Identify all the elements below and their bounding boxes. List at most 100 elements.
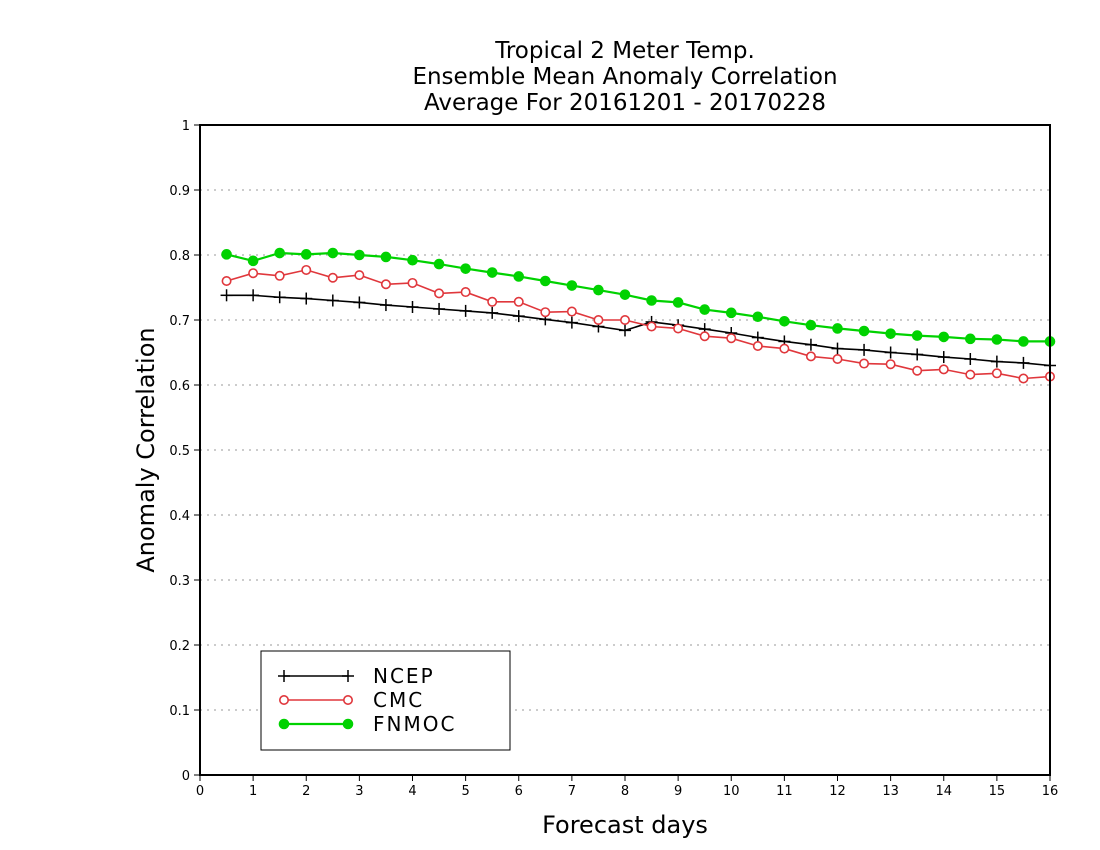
- data-point-fnmoc: [566, 280, 578, 291]
- y-tick-label: 0: [182, 769, 190, 784]
- data-point-cmc: [540, 307, 551, 318]
- data-point-cmc: [805, 351, 816, 362]
- legend-label-ncep: NCEP: [373, 664, 435, 688]
- data-point-cmc: [885, 359, 896, 370]
- data-point-fnmoc: [991, 334, 1003, 345]
- y-tick-label: 0.3: [169, 574, 190, 589]
- legend-marker: [278, 718, 290, 730]
- y-tick-label: 0.9: [169, 184, 190, 199]
- data-point-fnmoc: [646, 295, 657, 306]
- x-tick-label: 15: [989, 784, 1006, 799]
- data-point-cmc: [832, 353, 843, 364]
- chart-title-line-1: Tropical 2 Meter Temp.: [494, 38, 755, 64]
- y-tick-label: 1: [182, 119, 190, 134]
- data-point-fnmoc: [885, 328, 896, 339]
- chart-title-line-3: Average For 20161201 - 20170228: [424, 90, 826, 116]
- data-point-fnmoc: [407, 254, 418, 266]
- x-tick-label: 11: [776, 784, 793, 799]
- data-point-cmc: [752, 340, 763, 351]
- x-tick-label: 4: [408, 784, 416, 799]
- x-tick-label: 3: [355, 784, 363, 799]
- series-ncep: [220, 289, 1056, 372]
- data-point-fnmoc: [858, 325, 870, 337]
- data-point-cmc: [619, 314, 630, 325]
- data-point-cmc: [965, 369, 976, 380]
- y-tick-label: 0.2: [169, 639, 190, 654]
- data-point-fnmoc: [513, 271, 525, 282]
- x-tick-label: 13: [882, 784, 899, 799]
- data-point-cmc: [912, 365, 923, 376]
- data-point-cmc: [487, 296, 498, 307]
- data-point-fnmoc: [247, 255, 259, 267]
- y-tick-label: 0.5: [169, 444, 190, 459]
- series-line-ncep: [226, 294, 1051, 367]
- data-point-cmc: [726, 333, 737, 344]
- data-point-fnmoc: [327, 247, 339, 259]
- y-axis-ticks: 0 0.1 0.2 0.3 0.4 0.5 0.6 0.7 0.8 0.9 1: [169, 119, 200, 784]
- data-point-cmc: [460, 287, 471, 298]
- x-tick-label: 16: [1042, 784, 1059, 799]
- legend-entry-fnmoc: FNMOC: [278, 712, 456, 736]
- data-point-cmc: [221, 275, 232, 286]
- data-point-fnmoc: [832, 323, 843, 334]
- data-point-cmc: [327, 272, 338, 283]
- data-series: [220, 247, 1056, 384]
- x-tick-label: 5: [461, 784, 469, 799]
- data-point-cmc: [673, 323, 684, 334]
- x-tick-label: 0: [196, 784, 204, 799]
- data-point-fnmoc: [725, 307, 737, 319]
- data-point-fnmoc: [300, 249, 312, 260]
- data-point-cmc: [991, 368, 1002, 379]
- legend-marker: [342, 694, 353, 705]
- series-fnmoc: [221, 247, 1056, 347]
- data-point-fnmoc: [1018, 336, 1029, 347]
- data-point-cmc: [1018, 373, 1029, 384]
- data-point-cmc: [566, 306, 577, 317]
- series-cmc: [221, 264, 1056, 384]
- data-point-cmc: [938, 364, 949, 375]
- plot-frame: [199, 124, 1051, 776]
- data-point-fnmoc: [752, 311, 764, 323]
- data-point-fnmoc: [672, 297, 684, 308]
- data-point-fnmoc: [911, 330, 923, 341]
- y-axis-label: Anomaly Correlation: [132, 327, 160, 572]
- data-point-fnmoc: [221, 249, 232, 260]
- data-point-cmc: [434, 288, 445, 299]
- x-tick-label: 2: [302, 784, 310, 799]
- y-tick-label: 0.8: [169, 249, 190, 264]
- data-point-fnmoc: [354, 249, 365, 261]
- data-point-fnmoc: [593, 284, 604, 296]
- y-tick-label: 0.4: [169, 509, 190, 524]
- x-axis-label: Forecast days: [542, 811, 708, 839]
- x-tick-label: 10: [723, 784, 740, 799]
- data-point-fnmoc: [433, 258, 445, 270]
- data-point-cmc: [354, 270, 365, 281]
- series-line-fnmoc: [226, 251, 1050, 343]
- y-tick-label: 0.1: [169, 704, 190, 719]
- data-point-fnmoc: [380, 251, 392, 263]
- data-point-cmc: [407, 277, 418, 288]
- data-point-cmc: [274, 270, 285, 281]
- data-point-fnmoc: [460, 263, 471, 274]
- data-point-fnmoc: [805, 319, 817, 331]
- x-tick-label: 1: [249, 784, 257, 799]
- x-tick-label: 14: [935, 784, 952, 799]
- legend-marker: [278, 694, 289, 705]
- data-point-fnmoc: [486, 267, 498, 278]
- legend-entry-cmc: CMC: [278, 688, 424, 712]
- data-point-fnmoc: [619, 289, 631, 300]
- data-point-cmc: [513, 296, 524, 307]
- x-tick-label: 7: [568, 784, 576, 799]
- data-point-cmc: [248, 268, 259, 279]
- data-point-fnmoc: [938, 331, 950, 343]
- x-tick-label: 8: [621, 784, 629, 799]
- data-point-cmc: [859, 358, 870, 369]
- legend-label-fnmoc: FNMOC: [373, 712, 456, 736]
- legend-label-cmc: CMC: [373, 688, 424, 712]
- data-point-fnmoc: [540, 275, 551, 287]
- x-tick-label: 6: [515, 784, 523, 799]
- legend-marker: [342, 718, 354, 730]
- x-tick-label: 9: [674, 784, 682, 799]
- x-tick-label: 12: [829, 784, 846, 799]
